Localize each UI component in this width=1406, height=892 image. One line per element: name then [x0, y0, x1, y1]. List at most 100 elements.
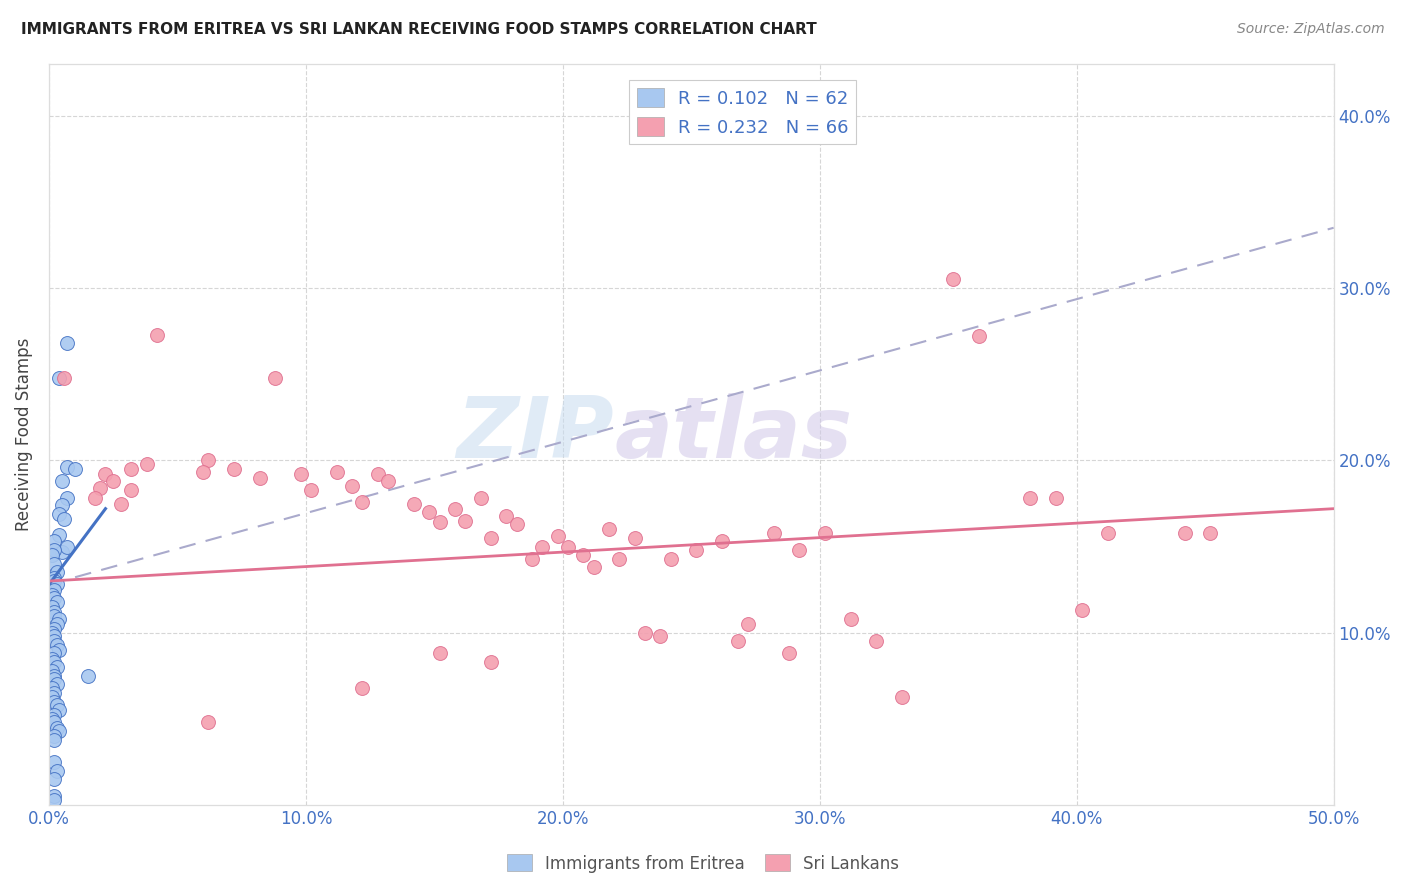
Point	[402, 496, 425, 510]
Point	[299, 483, 322, 497]
Legend: R = 0.102   N = 62, R = 0.232   N = 66: R = 0.102 N = 62, R = 0.232 N = 66	[630, 80, 856, 144]
Point	[727, 634, 749, 648]
Point	[264, 370, 287, 384]
Point	[572, 548, 595, 562]
Point	[56, 336, 79, 351]
Point	[120, 483, 142, 497]
Point	[51, 545, 73, 559]
Point	[45, 566, 67, 580]
Legend: Immigrants from Eritrea, Sri Lankans: Immigrants from Eritrea, Sri Lankans	[501, 847, 905, 880]
Point	[146, 327, 169, 342]
Point	[53, 370, 76, 384]
Point	[418, 505, 440, 519]
Point	[197, 715, 219, 730]
Y-axis label: Receiving Food Stamps: Receiving Food Stamps	[15, 338, 32, 532]
Point	[659, 551, 682, 566]
Point	[367, 467, 389, 482]
Point	[42, 695, 65, 709]
Point	[582, 560, 605, 574]
Point	[1045, 491, 1067, 506]
Point	[42, 543, 65, 558]
Point	[839, 612, 862, 626]
Point	[479, 531, 502, 545]
Point	[41, 664, 63, 678]
Point	[429, 647, 451, 661]
Point	[84, 491, 107, 506]
Point	[42, 715, 65, 730]
Point	[42, 647, 65, 661]
Point	[42, 655, 65, 669]
Point	[42, 534, 65, 549]
Point	[42, 789, 65, 804]
Point	[45, 764, 67, 778]
Point	[48, 612, 70, 626]
Point	[377, 474, 399, 488]
Point	[51, 474, 73, 488]
Point	[41, 588, 63, 602]
Point	[45, 677, 67, 691]
Point	[45, 698, 67, 713]
Point	[42, 729, 65, 743]
Point	[94, 467, 117, 482]
Point	[814, 525, 837, 540]
Point	[76, 669, 98, 683]
Point	[42, 669, 65, 683]
Point	[865, 634, 887, 648]
Point	[41, 690, 63, 704]
Text: Source: ZipAtlas.com: Source: ZipAtlas.com	[1237, 22, 1385, 37]
Point	[42, 793, 65, 807]
Point	[623, 531, 645, 545]
Point	[48, 527, 70, 541]
Point	[42, 571, 65, 585]
Point	[557, 540, 579, 554]
Point	[1097, 525, 1119, 540]
Point	[56, 540, 79, 554]
Point	[53, 512, 76, 526]
Point	[650, 629, 672, 643]
Point	[42, 591, 65, 606]
Point	[89, 481, 111, 495]
Point	[531, 540, 554, 554]
Point	[56, 460, 79, 475]
Point	[42, 557, 65, 571]
Point	[505, 517, 527, 532]
Point	[470, 491, 492, 506]
Point	[197, 453, 219, 467]
Point	[48, 507, 70, 521]
Point	[110, 496, 132, 510]
Point	[495, 508, 517, 523]
Point	[51, 498, 73, 512]
Point	[891, 690, 914, 704]
Point	[1019, 491, 1042, 506]
Text: atlas: atlas	[614, 393, 852, 476]
Point	[290, 467, 312, 482]
Point	[42, 582, 65, 597]
Point	[609, 551, 631, 566]
Point	[63, 462, 86, 476]
Point	[135, 457, 157, 471]
Point	[120, 462, 142, 476]
Point	[45, 638, 67, 652]
Point	[41, 625, 63, 640]
Point	[45, 577, 67, 591]
Point	[45, 595, 67, 609]
Point	[942, 272, 965, 286]
Point	[42, 622, 65, 636]
Point	[45, 617, 67, 632]
Point	[42, 629, 65, 643]
Point	[352, 681, 374, 695]
Point	[326, 466, 349, 480]
Point	[454, 514, 477, 528]
Point	[547, 529, 569, 543]
Point	[41, 599, 63, 614]
Point	[42, 608, 65, 623]
Point	[711, 534, 734, 549]
Point	[42, 634, 65, 648]
Point	[42, 708, 65, 723]
Point	[41, 681, 63, 695]
Point	[479, 655, 502, 669]
Point	[787, 543, 810, 558]
Text: IMMIGRANTS FROM ERITREA VS SRI LANKAN RECEIVING FOOD STAMPS CORRELATION CHART: IMMIGRANTS FROM ERITREA VS SRI LANKAN RE…	[21, 22, 817, 37]
Point	[685, 543, 707, 558]
Point	[41, 651, 63, 665]
